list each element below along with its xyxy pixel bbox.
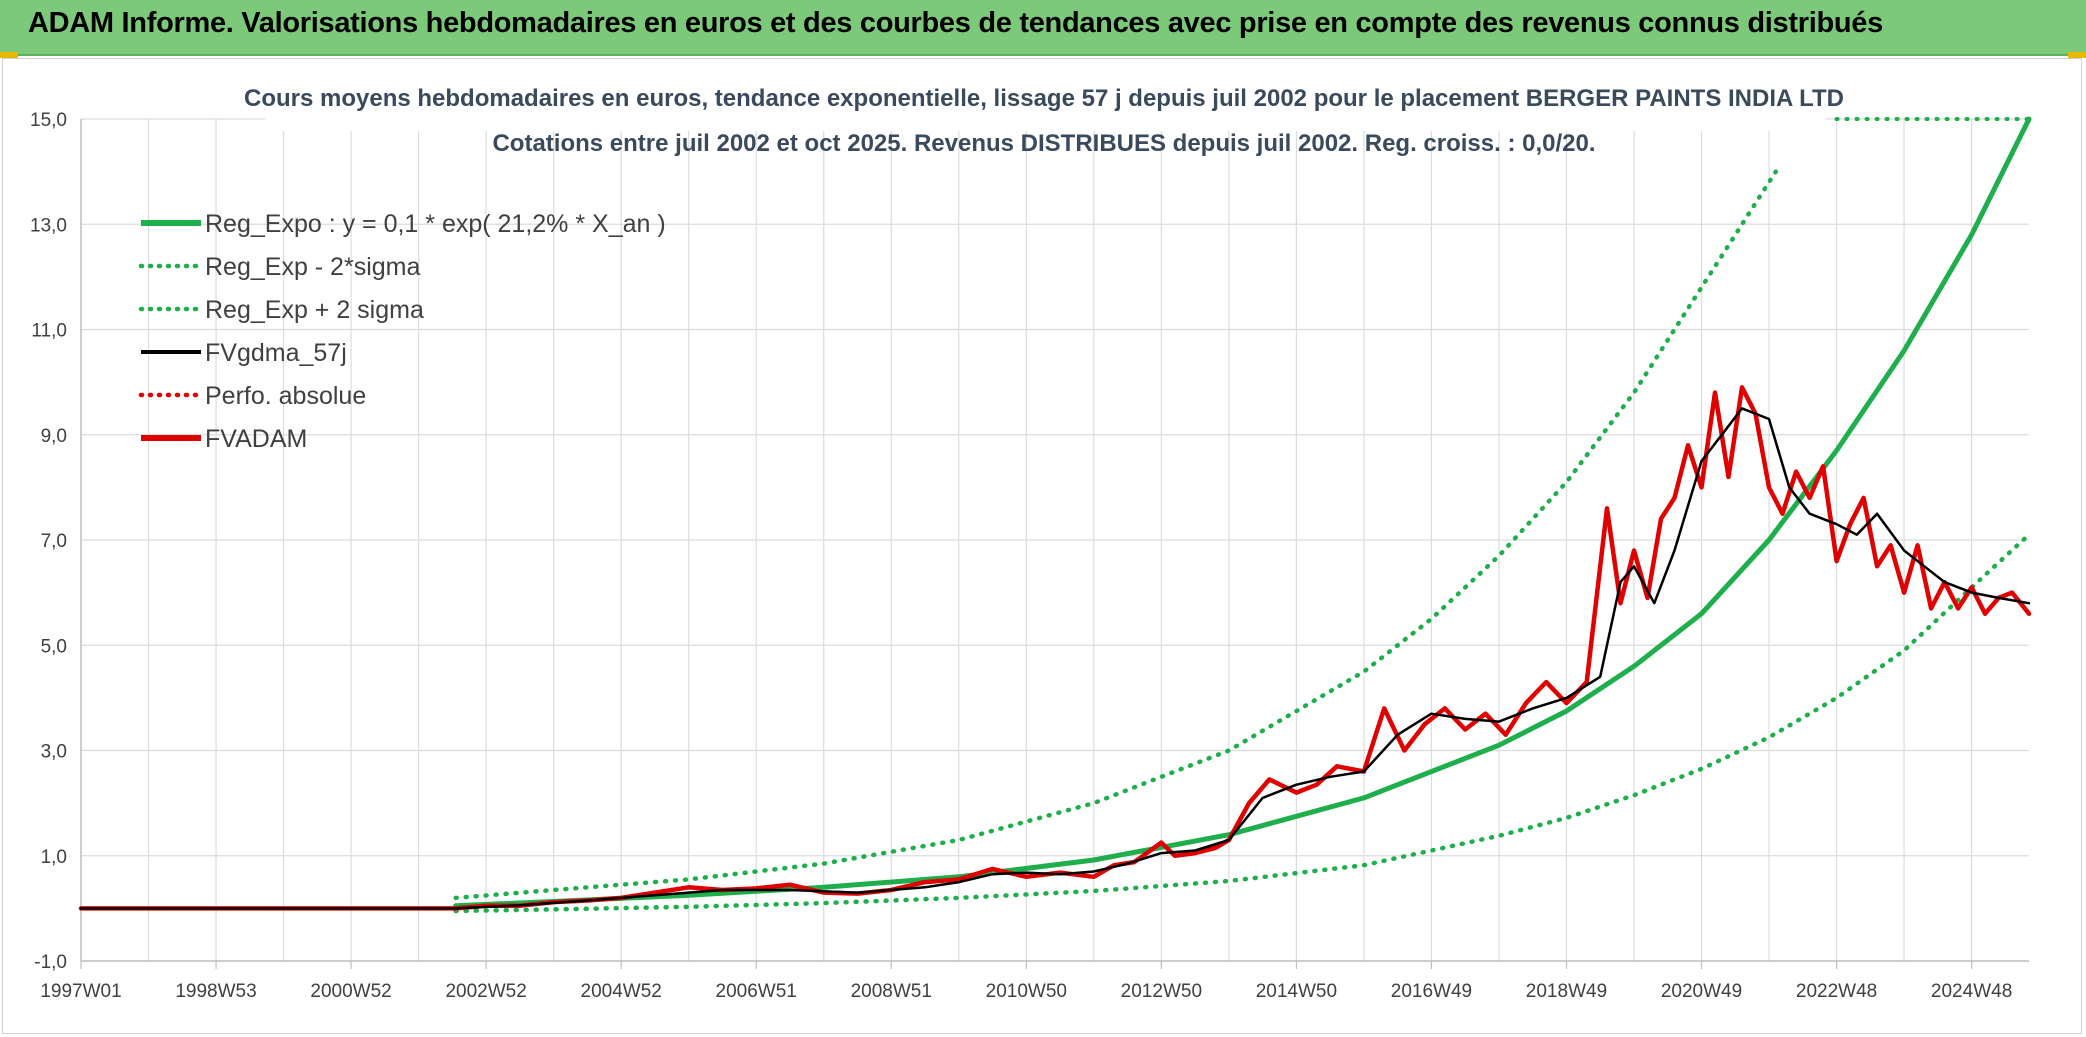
legend-label: Reg_Exp - 2*sigma xyxy=(205,253,420,281)
y-tick-label: 7,0 xyxy=(41,531,67,552)
y-axis: -1,0 1,0 3,0 5,0 7,0 9,0 11,0 13,0 15,0 xyxy=(30,110,82,973)
x-tick-label: 2002W52 xyxy=(445,981,526,1002)
series-fvadam xyxy=(78,385,2032,911)
y-tick-label: 13,0 xyxy=(30,215,67,236)
chart-frame: -1,0 1,0 3,0 5,0 7,0 9,0 11,0 13,0 15,0 1997W01 1… xyxy=(2,58,2082,1034)
x-tick-label: 2016W49 xyxy=(1391,981,1472,1002)
x-tick-label: 2022W48 xyxy=(1796,981,1877,1002)
legend-label: FVgdma_57j xyxy=(205,339,347,367)
y-tick-label: 9,0 xyxy=(41,426,67,447)
y-tick-label: 3,0 xyxy=(41,742,67,763)
chart-title-line1: Cours moyens hebdomadaires en euros, ten… xyxy=(244,85,1844,112)
x-tick-label: 2020W49 xyxy=(1661,981,1742,1002)
corner-marker-right xyxy=(2068,52,2086,58)
series-fvgdma-57j xyxy=(79,407,2031,910)
x-tick-label: 2008W51 xyxy=(851,981,932,1002)
y-tick-label: 5,0 xyxy=(41,636,67,657)
banner: ADAM Informe. Valorisations hebdomadaire… xyxy=(0,0,2086,56)
series-reg-expo xyxy=(453,116,2032,909)
x-tick-label: 2006W51 xyxy=(716,981,797,1002)
legend-label: Reg_Expo : y = 0,1 * exp( 21,2% * X_an ) xyxy=(205,210,666,238)
chart-title-line2: Cotations entre juil 2002 et oct 2025. R… xyxy=(492,130,1595,157)
chart-title: Cours moyens hebdomadaires en euros, ten… xyxy=(244,63,1844,157)
x-tick-label: 2012W50 xyxy=(1121,981,1202,1002)
title-background xyxy=(265,63,1825,131)
y-tick-label: -1,0 xyxy=(34,952,67,973)
chart-grid xyxy=(80,118,2029,962)
x-tick-label: 2000W52 xyxy=(310,981,391,1002)
banner-title: ADAM Informe. Valorisations hebdomadaire… xyxy=(28,7,1883,39)
legend-label: Perfo. absolue xyxy=(205,382,366,410)
x-tick-label: 2024W48 xyxy=(1931,981,2012,1002)
legend-label: FVADAM xyxy=(205,425,307,453)
legend: Reg_Expo : y = 0,1 * exp( 21,2% * X_an )… xyxy=(138,210,666,453)
x-tick-label: 2014W50 xyxy=(1256,981,1337,1002)
chart-svg: -1,01,03,05,07,09,011,013,015,0 1997W01 1… xyxy=(30,63,2032,1002)
series-layer xyxy=(78,116,2032,914)
x-axis: 1997W01 1998W53 2000W52 2002W52 2004W52 2006W… xyxy=(40,960,2029,1002)
corner-marker-left xyxy=(0,52,18,58)
y-tick-label: 11,0 xyxy=(31,321,67,342)
x-tick-label: 1997W01 xyxy=(40,981,121,1002)
x-tick-label: 1998W53 xyxy=(175,981,256,1002)
series-reg-exp-2-sigma xyxy=(453,532,2032,914)
y-tick-label: 1,0 xyxy=(41,847,67,868)
x-tick-label: 2004W52 xyxy=(581,981,662,1002)
x-tick-label: 2010W50 xyxy=(986,981,1067,1002)
legend-label: Reg_Exp + 2 sigma xyxy=(205,296,424,324)
series-reg-exp-2-sigma xyxy=(453,169,1779,901)
y-tick-label: 15,0 xyxy=(30,110,67,131)
x-tick-label: 2018W49 xyxy=(1526,981,1607,1002)
